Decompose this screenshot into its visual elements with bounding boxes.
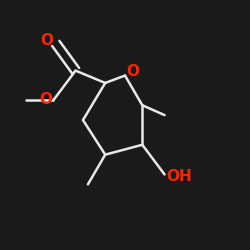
Text: OH: OH bbox=[166, 170, 192, 184]
Text: O: O bbox=[40, 92, 52, 106]
Text: O: O bbox=[126, 64, 139, 79]
Text: O: O bbox=[40, 34, 54, 48]
